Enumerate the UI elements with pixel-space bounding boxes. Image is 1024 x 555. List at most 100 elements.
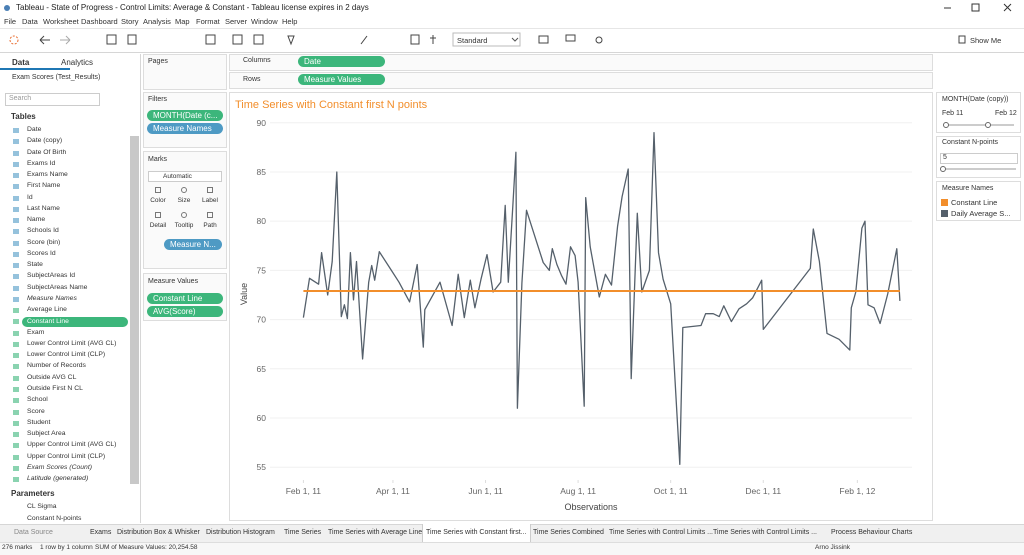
menu-item[interactable]: Help <box>282 17 297 26</box>
measure-pill[interactable]: Constant Line <box>147 293 223 304</box>
field[interactable]: Score <box>27 408 45 415</box>
mark-button[interactable]: Size <box>171 197 197 204</box>
mark-button[interactable]: Path <box>197 222 223 229</box>
menu-item[interactable]: Data <box>22 17 38 26</box>
show-me-button[interactable]: Show Me <box>970 36 1001 45</box>
field[interactable]: Name <box>27 216 45 223</box>
new-datasource-button[interactable] <box>128 35 136 44</box>
mark-button-icon[interactable] <box>181 187 187 193</box>
sheet-tab[interactable]: Distribution Box & Whisker <box>117 529 200 536</box>
mark-button[interactable]: Tooltip <box>171 222 197 229</box>
measure-pill[interactable]: AVG(Score) <box>147 306 223 317</box>
filter-pill[interactable]: MONTH(Date (c... <box>147 110 223 121</box>
menu-item[interactable]: Map <box>175 17 190 26</box>
field[interactable]: Subject Area <box>27 430 66 437</box>
menu-item[interactable]: Dashboard <box>81 17 118 26</box>
sheet-tab[interactable]: Time Series Combined <box>533 529 604 536</box>
swap-button[interactable] <box>288 36 294 44</box>
mark-button[interactable]: Label <box>197 197 223 204</box>
field[interactable]: Id <box>27 194 33 201</box>
field[interactable]: Scores Id <box>27 250 56 257</box>
legend-entry[interactable]: Daily Average S... <box>951 209 1010 218</box>
presentation-button[interactable] <box>566 35 575 41</box>
duplicate-button[interactable] <box>233 35 242 44</box>
mark-button-icon[interactable] <box>207 187 213 193</box>
mark-type[interactable]: Automatic <box>163 173 192 180</box>
labels-button[interactable] <box>411 35 419 44</box>
redo-button[interactable] <box>60 36 70 44</box>
field[interactable]: Measure Names <box>27 295 77 302</box>
close-button[interactable] <box>1004 4 1011 11</box>
parameter[interactable]: CL Sigma <box>27 503 57 510</box>
menu-item[interactable]: Story <box>121 17 139 26</box>
field[interactable]: Average Line <box>27 306 67 313</box>
menu-item[interactable]: Format <box>196 17 220 26</box>
sheet-tab[interactable]: Time Series <box>284 529 321 536</box>
analytics-tab[interactable]: Analytics <box>61 58 93 67</box>
share-button[interactable] <box>596 37 602 43</box>
sheet-tab[interactable]: Time Series with Constant first... <box>426 529 527 536</box>
sheet-tab[interactable]: Time Series with Control Limits ... <box>609 529 713 536</box>
clear-button[interactable] <box>254 35 263 44</box>
field[interactable]: Lower Control Limit (AVG CL) <box>27 340 116 347</box>
filter-pill[interactable]: Measure Names <box>147 123 223 134</box>
scrollbar[interactable] <box>130 136 139 484</box>
field[interactable]: Exams Id <box>27 160 55 167</box>
new-sheet-button[interactable] <box>206 35 215 44</box>
field[interactable]: State <box>27 261 43 268</box>
mark-button[interactable]: Color <box>145 197 171 204</box>
field[interactable]: Exam Scores (Count) <box>27 464 92 471</box>
field[interactable]: Exam <box>27 329 44 336</box>
mark-button[interactable]: Detail <box>145 222 171 229</box>
field[interactable]: Constant Line <box>22 317 128 327</box>
field[interactable]: Schools Id <box>27 227 59 234</box>
pin-button[interactable] <box>430 35 436 44</box>
param-slider-handle[interactable] <box>941 167 946 172</box>
search-placeholder[interactable]: Search <box>9 95 31 102</box>
field[interactable]: Outside AVG CL <box>27 374 76 381</box>
mark-button-icon[interactable] <box>155 187 161 193</box>
columns-pill[interactable]: Date <box>298 56 385 67</box>
field[interactable]: Exams Name <box>27 171 68 178</box>
field[interactable]: Outside First N CL <box>27 385 83 392</box>
menu-item[interactable]: Analysis <box>143 17 171 26</box>
save-button[interactable] <box>107 35 116 44</box>
mark-button-icon[interactable] <box>181 212 187 218</box>
undo-button[interactable] <box>40 36 50 44</box>
sheet-tab[interactable]: Process Behaviour Charts <box>831 529 912 536</box>
mark-button-icon[interactable] <box>155 212 161 218</box>
highlight-button[interactable] <box>361 36 367 44</box>
rows-pill[interactable]: Measure Values <box>298 74 385 85</box>
range-slider-handle[interactable] <box>944 123 949 128</box>
maximize-button[interactable] <box>972 4 979 11</box>
field[interactable]: Number of Records <box>27 362 86 369</box>
sheet-tab[interactable]: Time Series with Average Line <box>328 529 422 536</box>
field[interactable]: Date (copy) <box>27 137 62 144</box>
field[interactable]: Last Name <box>27 205 60 212</box>
legend-entry[interactable]: Constant Line <box>951 198 997 207</box>
menu-item[interactable]: Window <box>251 17 278 26</box>
mark-button-icon[interactable] <box>207 212 213 218</box>
sheet-tab[interactable]: Data Source <box>14 529 53 536</box>
sheet-tab[interactable]: Exams <box>90 529 111 536</box>
tableau-logo[interactable] <box>10 36 18 44</box>
field[interactable]: First Name <box>27 182 60 189</box>
field[interactable]: Date Of Birth <box>27 149 66 156</box>
cards-button[interactable] <box>539 36 548 43</box>
show-me-icon[interactable] <box>959 36 965 43</box>
menu-item[interactable]: File <box>4 17 16 26</box>
data-tab[interactable]: Data <box>12 58 29 67</box>
sheet-tab[interactable]: Distribution Histogram <box>206 529 275 536</box>
field[interactable]: Student <box>27 419 50 426</box>
menu-item[interactable]: Server <box>225 17 247 26</box>
range-slider-handle[interactable] <box>986 123 991 128</box>
field[interactable]: Date <box>27 126 41 133</box>
field[interactable]: SubjectAreas Name <box>27 284 87 291</box>
field[interactable]: SubjectAreas Id <box>27 272 75 279</box>
field[interactable]: Upper Control Limit (CLP) <box>27 453 105 460</box>
view-size[interactable]: Standard <box>457 36 487 45</box>
field[interactable]: Latitude (generated) <box>27 475 88 482</box>
data-source[interactable]: Exam Scores (Test_Results) <box>12 74 100 81</box>
field[interactable]: Score (bin) <box>27 239 60 246</box>
field[interactable]: Lower Control Limit (CLP) <box>27 351 105 358</box>
